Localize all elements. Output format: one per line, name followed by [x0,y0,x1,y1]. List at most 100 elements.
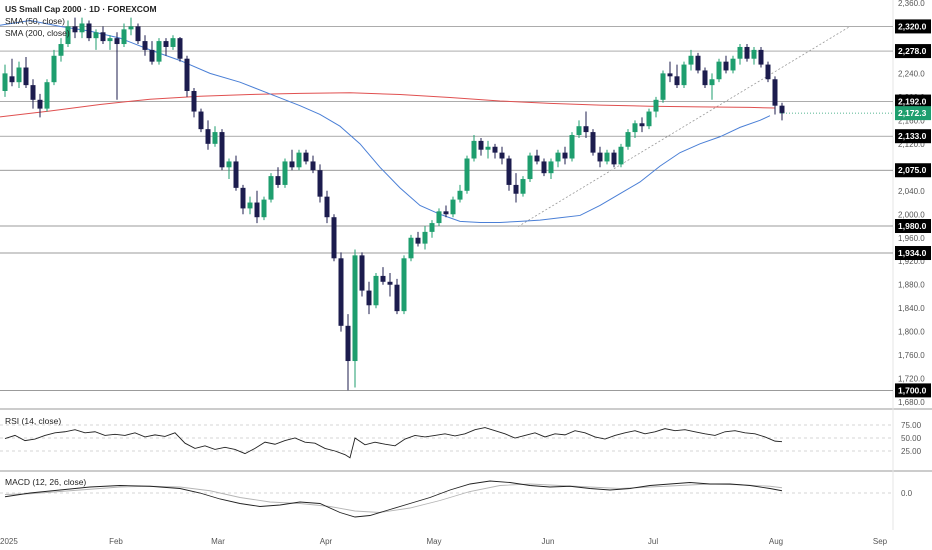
bull-candle [156,38,162,65]
candle-body [275,176,281,185]
bull-candle [58,38,64,62]
sma50-legend: SMA (50, close) [5,16,65,26]
bear-candle [30,79,36,109]
candle-body [513,184,519,194]
candle-body [709,79,715,86]
level-tag [895,94,931,109]
bull-candle [296,149,302,171]
bear-candle [534,149,540,165]
bear-candle [177,36,183,62]
candle-body [667,73,673,77]
bear-candle [198,108,204,133]
candle-body [149,49,155,62]
candle-body [156,41,162,62]
bear-candle [639,117,645,133]
candle-body [331,217,337,259]
candle-body [520,179,526,194]
candle-body [569,135,575,159]
bear-candle [611,149,617,168]
bear-candle [331,214,337,262]
candle-body [240,187,246,209]
candle-body [723,61,729,71]
bull-candle [107,35,113,50]
candle-body [548,161,554,174]
candle-body [268,176,274,200]
candle-body [296,152,302,168]
rsi-tick-label: 75.00 [901,421,922,430]
candle-body [93,32,99,39]
candle-body [422,231,428,244]
bull-candle [422,226,428,250]
bear-candle [597,146,603,168]
candle-body [401,258,407,312]
level-tag [895,219,931,234]
level-tag-label: 1,934.0 [898,248,927,258]
bear-candle [758,46,764,68]
candle-body [730,58,736,71]
bull-candle [457,184,463,203]
bull-candle [247,196,253,215]
level-tag [895,129,931,144]
candle-body [9,76,15,83]
bull-candle [401,255,407,315]
bear-candle [779,102,785,121]
macd-line [4,480,783,518]
bear-candle [23,56,29,89]
current-price-label: 2,172.3 [898,108,927,118]
candle-body [632,123,638,133]
bull-candle [408,234,414,262]
level-tag-label: 1,700.0 [898,385,927,395]
price-tick-label: 2,000.0 [898,210,925,219]
rsi-tick-label: 25.00 [901,447,922,456]
bull-candle [65,20,71,47]
candle-body [695,55,701,71]
candle-body [604,152,610,162]
candle-body [16,67,22,83]
candle-body [345,325,351,362]
bull-candle [548,158,554,180]
bear-candle [72,17,78,39]
candle-body [72,26,78,33]
bear-candle [387,272,393,297]
bull-candle [282,158,288,188]
bull-candle [485,140,491,159]
candle-body [478,140,484,150]
price-axis: 2,360.02,320.02,280.02,240.02,200.02,160… [898,0,925,407]
candle-body [758,49,764,65]
bear-candle [9,58,15,87]
candle-body [415,237,421,244]
bear-candle [702,67,708,89]
bull-candle [569,132,575,162]
candle-body [744,46,750,59]
bear-candle [590,129,596,156]
price-tick-label: 1,960.0 [898,234,925,243]
bear-candle [478,137,484,156]
price-tick-label: 1,680.0 [898,398,925,407]
macd-pane: 0.0 [0,480,913,518]
level-tag [895,246,931,261]
candle-body [219,132,225,168]
level-tag-label: 2,133.0 [898,131,927,141]
candle-body [30,85,36,100]
candle-body [471,140,477,159]
time-tick-label: Apr [320,537,333,546]
bear-candle [219,129,225,171]
candle-body [100,32,106,42]
bull-candle [520,176,526,197]
candle-body [674,76,680,86]
bull-candle [44,79,50,112]
level-tag [895,163,931,178]
time-tick-label: Feb [109,537,123,546]
candle-body [660,73,666,100]
bear-candle [233,155,239,191]
bull-candle [646,108,652,130]
bear-candle [765,61,771,83]
bear-candle [667,61,673,83]
price-tick-label: 2,160.0 [898,116,925,125]
bull-candle [226,158,232,180]
bull-candle [429,220,435,238]
candle-body [688,55,694,65]
bull-candle [625,129,631,150]
